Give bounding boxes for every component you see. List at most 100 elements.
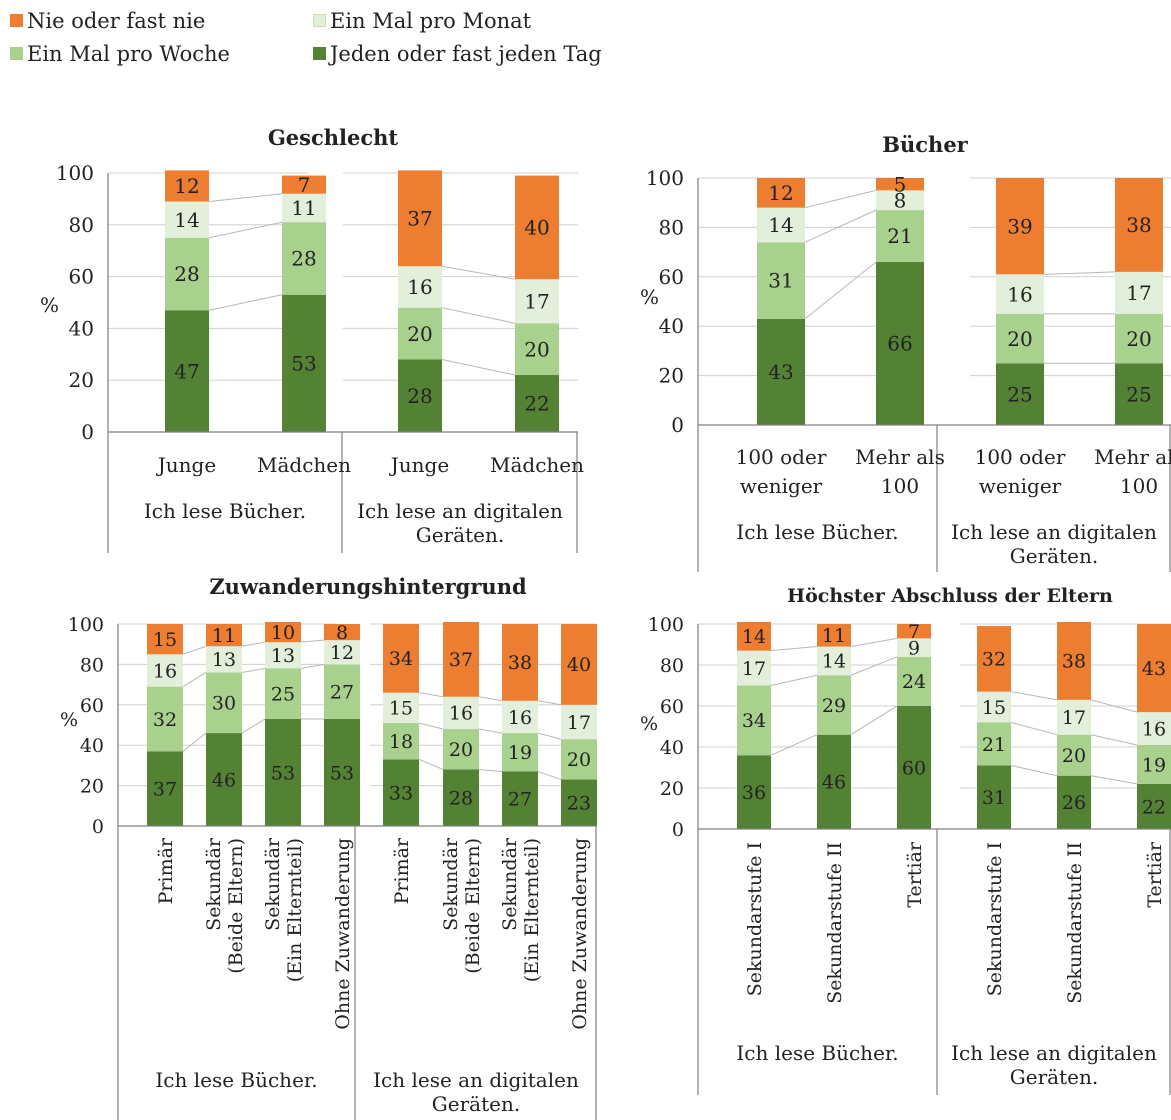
bar-segment: [324, 624, 360, 641]
bar-segment: [757, 178, 805, 208]
bar-segment: [876, 261, 924, 425]
data-label: 17: [1126, 281, 1151, 305]
legend: Nie oder fast nie Ein Mal pro Monat Ein …: [10, 8, 650, 72]
legend-label: Ein Mal pro Monat: [330, 9, 532, 33]
bar-segment: [502, 700, 538, 734]
data-label: 17: [524, 289, 549, 313]
data-label: 16: [1007, 282, 1032, 306]
bar-segment: [383, 722, 419, 760]
bar-segment: [443, 729, 479, 770]
series-connector: [241, 667, 266, 673]
data-label: 11: [212, 625, 236, 647]
data-label: 16: [153, 660, 177, 682]
chart-title: Geschlecht: [268, 125, 399, 150]
group-label: Ich lese an digitalen Geräten.: [951, 520, 1157, 568]
data-label: 11: [822, 625, 846, 647]
data-label: 26: [1062, 792, 1086, 814]
bar-segment: [206, 624, 242, 647]
bar-segment: [1057, 734, 1091, 776]
bar-segment: [282, 222, 326, 295]
bar-segment: [977, 626, 1011, 692]
data-label: 46: [212, 769, 236, 791]
data-label: 32: [153, 709, 177, 731]
x-tick-label: Tertiär: [1144, 841, 1166, 908]
bar-segment: [502, 733, 538, 772]
series-connector: [537, 700, 562, 706]
data-label: 43: [1142, 658, 1166, 680]
series-connector: [1010, 764, 1058, 777]
x-tick-label: Tertiär: [904, 841, 926, 908]
data-label: 24: [902, 671, 926, 693]
bar-segment: [206, 672, 242, 734]
x-tick-label: Junge: [389, 453, 449, 477]
data-label: 27: [330, 682, 354, 704]
data-label: 28: [407, 384, 432, 408]
data-label: 19: [508, 742, 532, 764]
y-tick-label: 0: [81, 420, 94, 444]
bar-segment: [996, 274, 1044, 314]
legend-item: Ein Mal pro Woche: [10, 41, 230, 67]
series-connector: [770, 674, 818, 686]
bar-segment: [897, 638, 931, 657]
series-connector: [418, 758, 444, 770]
legend-swatch: [10, 14, 23, 27]
legend-item: Nie oder fast nie: [10, 8, 205, 34]
y-tick-label: 60: [80, 695, 104, 717]
bar-segment: [1057, 775, 1091, 829]
data-label: 66: [887, 332, 912, 356]
series-connector: [1043, 271, 1116, 275]
bar-segment: [147, 751, 183, 826]
series-connector: [241, 718, 266, 734]
series-connector: [1090, 699, 1138, 713]
x-tick-label: Sekundarstufe I: [984, 842, 1006, 996]
y-tick-label: 100: [56, 161, 94, 185]
bar-segment: [502, 771, 538, 826]
series-connector: [441, 307, 516, 324]
y-tick-label: 40: [659, 314, 684, 338]
bar-segment: [165, 310, 209, 432]
data-label: 40: [524, 216, 549, 240]
x-tick-label: Sekundarstufe II: [1064, 842, 1086, 1004]
bar-segment: [1057, 699, 1091, 735]
bar-segment: [147, 624, 183, 655]
data-label: 53: [291, 352, 316, 376]
data-label: 25: [271, 684, 295, 706]
y-tick-label: 0: [671, 413, 684, 437]
data-label: 12: [174, 174, 199, 198]
bar-segment: [1137, 712, 1171, 745]
series-connector: [182, 732, 207, 752]
y-tick-label: 0: [92, 816, 104, 838]
bar-segment: [1115, 313, 1163, 364]
y-tick-label: 40: [80, 735, 104, 757]
y-tick-label: 20: [659, 364, 684, 388]
series-connector: [300, 663, 325, 669]
bar-segment: [561, 704, 597, 740]
y-tick-label: 60: [69, 265, 94, 289]
bar-segment: [996, 313, 1044, 364]
y-tick-label: 100: [68, 614, 104, 636]
y-tick-label: 80: [660, 655, 684, 677]
data-label: 25: [1126, 382, 1151, 406]
x-tick-label: Sekundär(Ein Elternteil): [499, 837, 543, 982]
bar-segment: [1115, 271, 1163, 314]
series-connector: [418, 692, 444, 698]
series-connector: [1090, 734, 1138, 746]
x-tick-label: Primär: [391, 837, 413, 904]
bar-segment: [383, 692, 419, 723]
bar-segment: [1057, 621, 1091, 700]
series-connector: [850, 705, 898, 736]
group-label: Ich lese an digitalen Geräten.: [357, 499, 563, 547]
legend-swatch: [313, 47, 326, 60]
data-label: 19: [1142, 754, 1166, 776]
data-label: 18: [389, 731, 413, 753]
series-connector: [182, 672, 207, 688]
bar-segment: [977, 722, 1011, 766]
series-connector: [537, 770, 562, 781]
data-label: 10: [271, 622, 295, 644]
y-tick-label: 80: [659, 215, 684, 239]
bar-segment: [265, 621, 301, 643]
y-axis-label: %: [40, 293, 59, 317]
data-label: 30: [212, 693, 236, 715]
